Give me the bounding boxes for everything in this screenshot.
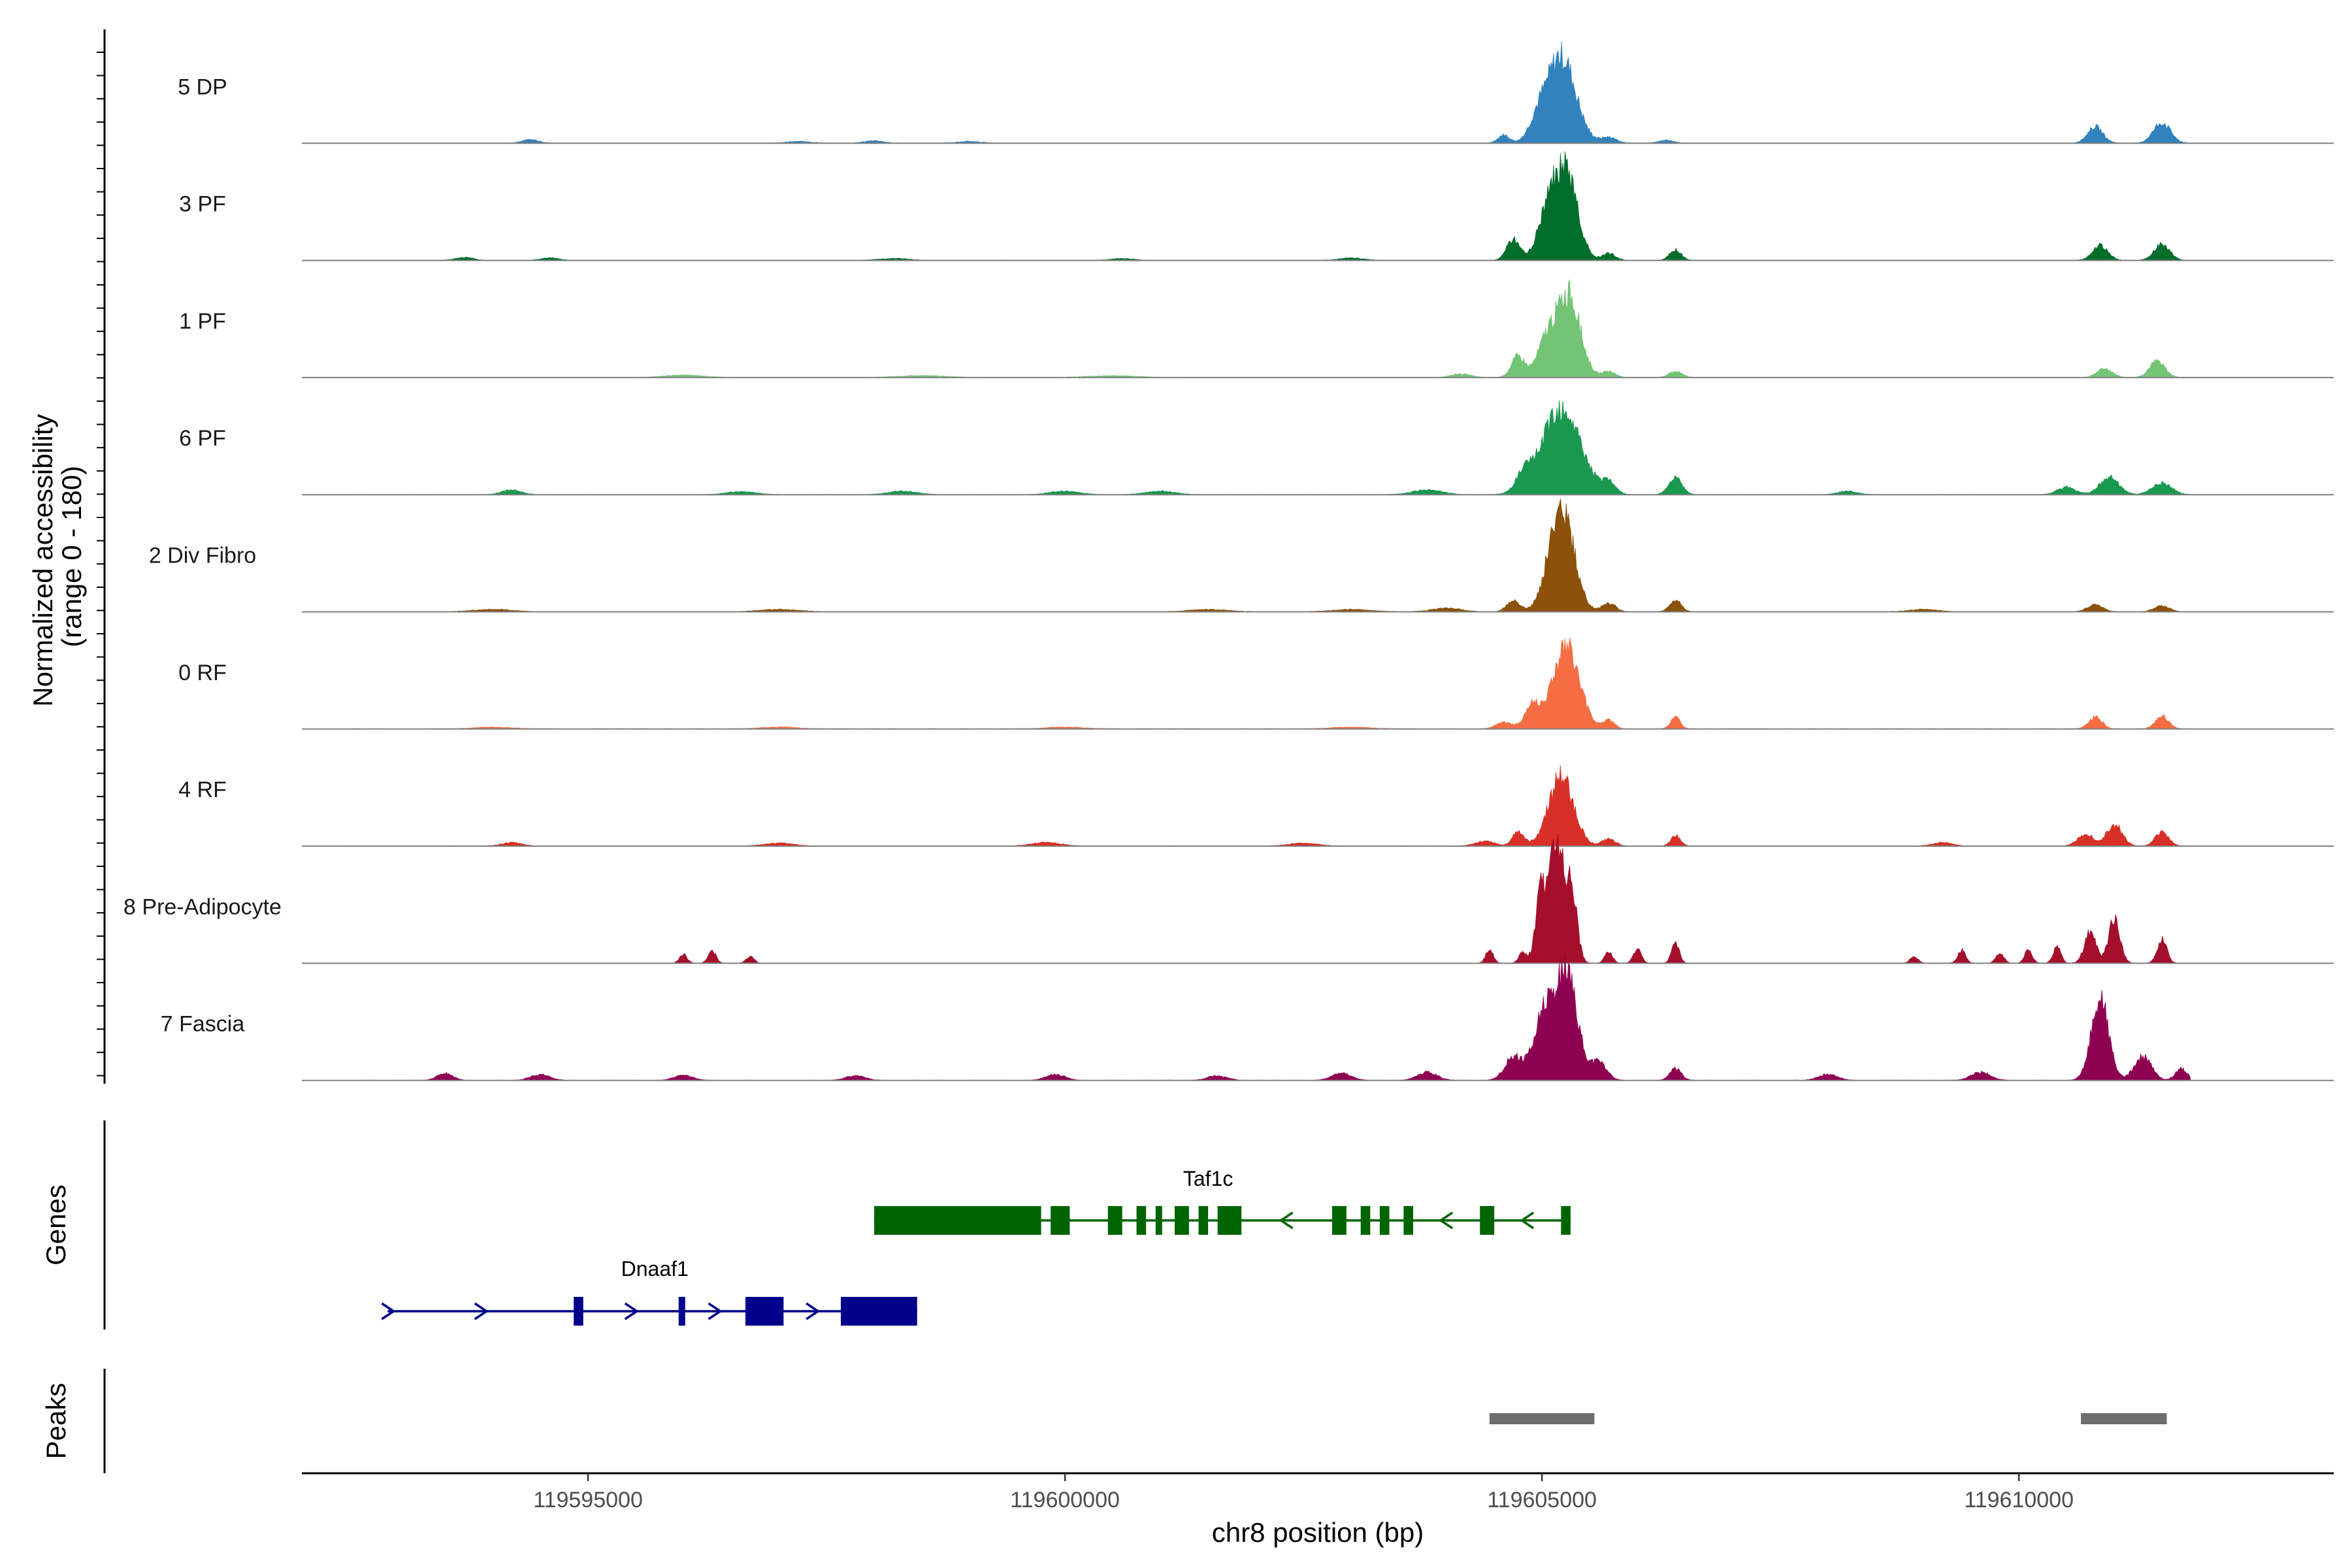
y-axis-title: Normalized accessibility (range 0 - 180) (27, 406, 87, 707)
coverage-area (344, 955, 2191, 1081)
gene-exon (1331, 1206, 1347, 1235)
gene-exon (678, 1297, 685, 1326)
track-label: 0 RF (178, 661, 227, 685)
coverage-area (344, 400, 2192, 495)
track-label: 4 RF (178, 777, 227, 802)
track-3-pf: 3 PF (179, 152, 2334, 261)
track-4-rf: 4 RF (178, 765, 2334, 847)
strand-arrow-icon (806, 1302, 821, 1320)
gene-exon (1198, 1206, 1209, 1235)
strand-arrow-icon (474, 1302, 489, 1320)
coverage-area (344, 41, 2191, 144)
gene-exon (1379, 1206, 1390, 1235)
gene-exon (1136, 1206, 1147, 1235)
coverage-area (344, 765, 2191, 847)
y-axis-title-line-2: (range 0 - 180) (56, 466, 87, 647)
track-8-pre-adipocyte: 8 Pre-Adipocyte (123, 832, 2334, 964)
gene-exon (840, 1297, 917, 1326)
coverage-area (344, 832, 2191, 964)
gene-exon (1480, 1206, 1495, 1235)
gene-label: Dnaaf1 (621, 1257, 689, 1281)
gene-exon (1174, 1206, 1189, 1235)
track-7-fascia: 7 Fascia (161, 955, 2334, 1081)
genes-track: Taf1c Dnaaf1 (103, 1120, 1571, 1330)
strand-arrow-icon (1520, 1211, 1535, 1230)
gene-exon (874, 1206, 1041, 1235)
y-axis-title-line-1: Normalized accessibility (27, 414, 58, 707)
track-5-dp: 5 DP (178, 41, 2334, 144)
track-1-pf: 1 PF (179, 279, 2334, 378)
x-tick-label: 119595000 (533, 1488, 643, 1512)
gene-exon (1360, 1206, 1371, 1235)
peaks-track-title: Peaks (41, 1383, 71, 1460)
strand-arrow-icon (624, 1302, 639, 1320)
coverage-area (344, 279, 2191, 378)
peak-region (2081, 1413, 2167, 1424)
gene-exon (1107, 1206, 1122, 1235)
x-axis-title: chr8 position (bp) (1212, 1517, 1424, 1548)
x-axis: 119595000 119600000 119605000 119610000 (302, 1472, 2334, 1512)
x-tick-label: 119605000 (1487, 1488, 1597, 1512)
track-label: 2 Div Fibro (149, 544, 256, 568)
coverage-area (344, 498, 2191, 612)
gene-exon (745, 1297, 784, 1326)
y-axis (97, 29, 106, 1084)
track-label: 7 Fascia (161, 1012, 245, 1037)
track-label: 1 PF (179, 309, 226, 334)
genes-track-title: Genes (41, 1184, 71, 1266)
gene-exon (1561, 1206, 1571, 1235)
gene-exon (574, 1297, 583, 1326)
track-2-div-fibro: 2 Div Fibro (149, 498, 2334, 613)
x-tick-label: 119600000 (1010, 1488, 1120, 1512)
track-6-pf: 6 PF (179, 400, 2334, 496)
gene-exon (1403, 1206, 1414, 1235)
gene-exon (1155, 1206, 1162, 1235)
track-label: 3 PF (179, 192, 226, 217)
coverage-area (344, 638, 2191, 730)
gene-exon (1051, 1206, 1070, 1235)
track-label: 6 PF (179, 426, 226, 451)
gene-dnaaf1: Dnaaf1 (381, 1257, 917, 1326)
strand-arrow-icon (381, 1302, 396, 1320)
gene-exon (1217, 1206, 1242, 1235)
peaks-track (103, 1369, 2167, 1473)
gene-taf1c: Taf1c (874, 1167, 1571, 1235)
x-tick-label: 119610000 (1964, 1488, 2074, 1512)
track-label: 5 DP (178, 74, 227, 99)
coverage-area (344, 152, 2191, 261)
track-0-rf: 0 RF (178, 638, 2334, 730)
strand-arrow-icon (1279, 1211, 1294, 1230)
coverage-tracks: 5 DP 3 PF 1 PF 6 PF 2 Div Fibro 0 RF 4 RF 8 Pre… (123, 41, 2334, 1081)
strand-arrow-icon (1438, 1211, 1454, 1230)
track-label: 8 Pre-Adipocyte (123, 894, 282, 919)
gene-label: Taf1c (1183, 1167, 1233, 1190)
peak-region (1489, 1413, 1595, 1424)
strand-arrow-icon (708, 1302, 723, 1320)
